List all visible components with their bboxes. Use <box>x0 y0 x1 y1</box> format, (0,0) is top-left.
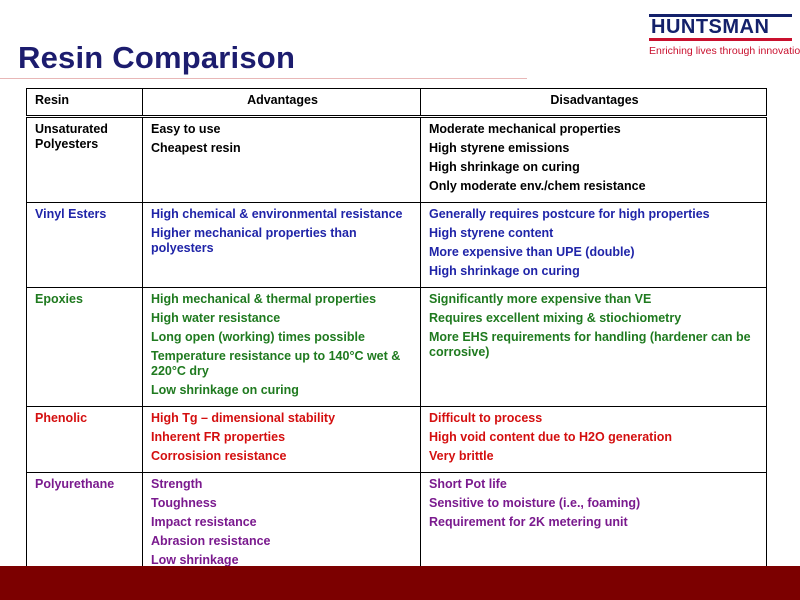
advantage-item: Corrosision resistance <box>151 449 287 463</box>
table-row: Unsaturated Polyesters Easy to use Cheapest… <box>26 116 767 203</box>
resin-name: Epoxies <box>35 292 83 306</box>
disadvantage-item: More EHS requirements for handling (hard… <box>429 330 751 359</box>
cell-disadvantages: Generally requires postcure for high pro… <box>420 202 767 288</box>
cell-resin: Epoxies <box>26 287 143 407</box>
disadvantage-item: Significantly more expensive than VE <box>429 292 652 306</box>
disadvantage-item: Requires excellent mixing & stiochiometr… <box>429 311 682 325</box>
advantage-item: High water resistance <box>151 311 281 325</box>
advantage-item: Impact resistance <box>151 515 257 529</box>
advantage-item: Cheapest resin <box>151 141 241 155</box>
table-row: Epoxies High mechanical & thermal propert… <box>26 287 767 407</box>
cell-disadvantages: Significantly more expensive than VE Requ… <box>420 287 767 407</box>
disadvantage-item: Only moderate env./chem resistance <box>429 179 646 193</box>
advantage-item: Inherent FR properties <box>151 430 286 444</box>
cell-disadvantages: Difficult to process High void content du… <box>420 406 767 473</box>
cell-advantages: Strength Toughness Impact resistance Abrasi… <box>142 472 421 577</box>
slide-title: Resin Comparison <box>18 40 296 75</box>
resin-name: Unsaturated <box>35 122 108 136</box>
advantage-item: Low shrinkage on curing <box>151 383 299 397</box>
disadvantage-item: High shrinkage on curing <box>429 264 580 278</box>
logo-tagline: Enriching lives through innovation <box>649 45 800 57</box>
advantage-item: Low shrinkage <box>151 553 239 567</box>
cell-disadvantages: Moderate mechanical properties High styre… <box>420 116 767 203</box>
cell-resin: Vinyl Esters <box>26 202 143 288</box>
advantage-item: Easy to use <box>151 122 221 136</box>
disadvantage-item: Generally requires postcure for high pro… <box>429 207 710 221</box>
advantage-item: Abrasion resistance <box>151 534 271 548</box>
disadvantage-item: Sensitive to moisture (i.e., foaming) <box>429 496 641 510</box>
resin-comparison-table: Resin Advantages Disadvantages Unsaturat… <box>26 88 767 577</box>
table-row: Polyurethane Strength Toughness Impact resi… <box>26 472 767 577</box>
resin-name: Polyurethane <box>35 477 115 491</box>
disadvantage-item: High void content due to H2O generation <box>429 430 673 444</box>
disadvantage-item: High styrene emissions <box>429 141 570 155</box>
advantage-item: Long open (working) times possible <box>151 330 365 344</box>
resin-name: Phenolic <box>35 411 88 425</box>
cell-disadvantages: Short Pot life Sensitive to moisture (i.e… <box>420 472 767 577</box>
header-disadvantages: Disadvantages <box>420 88 767 118</box>
header-advantages: Advantages <box>142 88 421 118</box>
advantage-item: High chemical & environmental resistance <box>151 207 403 221</box>
disadvantage-item: Moderate mechanical properties <box>429 122 621 136</box>
table-header-row: Resin Advantages Disadvantages <box>26 88 767 118</box>
cell-advantages: High mechanical & thermal properties High… <box>142 287 421 407</box>
cell-resin: Polyurethane <box>26 472 143 577</box>
header-resin: Resin <box>26 88 143 118</box>
advantage-item: Strength <box>151 477 203 491</box>
cell-resin: Unsaturated Polyesters <box>26 116 143 203</box>
logo-bottom-bar <box>649 38 792 41</box>
disadvantage-item: High shrinkage on curing <box>429 160 580 174</box>
cell-resin: Phenolic <box>26 406 143 473</box>
table-row: Vinyl Esters High chemical & environmenta… <box>26 202 767 288</box>
footer-bar <box>0 566 800 600</box>
cell-advantages: High chemical & environmental resistance… <box>142 202 421 288</box>
title-underline <box>0 78 527 79</box>
disadvantage-item: High styrene content <box>429 226 554 240</box>
cell-advantages: Easy to use Cheapest resin <box>142 116 421 203</box>
logo-top-bar <box>649 14 792 17</box>
huntsman-logo: HUNTSMAN Enriching lives through innovat… <box>649 14 800 57</box>
disadvantage-item: More expensive than UPE (double) <box>429 245 635 259</box>
advantage-item: Higher mechanical properties than polyes… <box>151 226 357 255</box>
cell-advantages: High Tg – dimensional stability Inherent … <box>142 406 421 473</box>
disadvantage-item: Very brittle <box>429 449 494 463</box>
disadvantage-item: Short Pot life <box>429 477 507 491</box>
advantage-item: Temperature resistance up to 140°C wet &… <box>151 349 401 378</box>
table-row: Phenolic High Tg – dimensional stability I… <box>26 406 767 473</box>
resin-name: Polyesters <box>35 137 99 151</box>
logo-wordmark: HUNTSMAN <box>651 16 770 38</box>
advantage-item: High mechanical & thermal properties <box>151 292 377 306</box>
disadvantage-item: Difficult to process <box>429 411 543 425</box>
resin-name: Vinyl Esters <box>35 207 107 221</box>
advantage-item: Toughness <box>151 496 217 510</box>
disadvantage-item: Requirement for 2K metering unit <box>429 515 628 529</box>
advantage-item: High Tg – dimensional stability <box>151 411 336 425</box>
